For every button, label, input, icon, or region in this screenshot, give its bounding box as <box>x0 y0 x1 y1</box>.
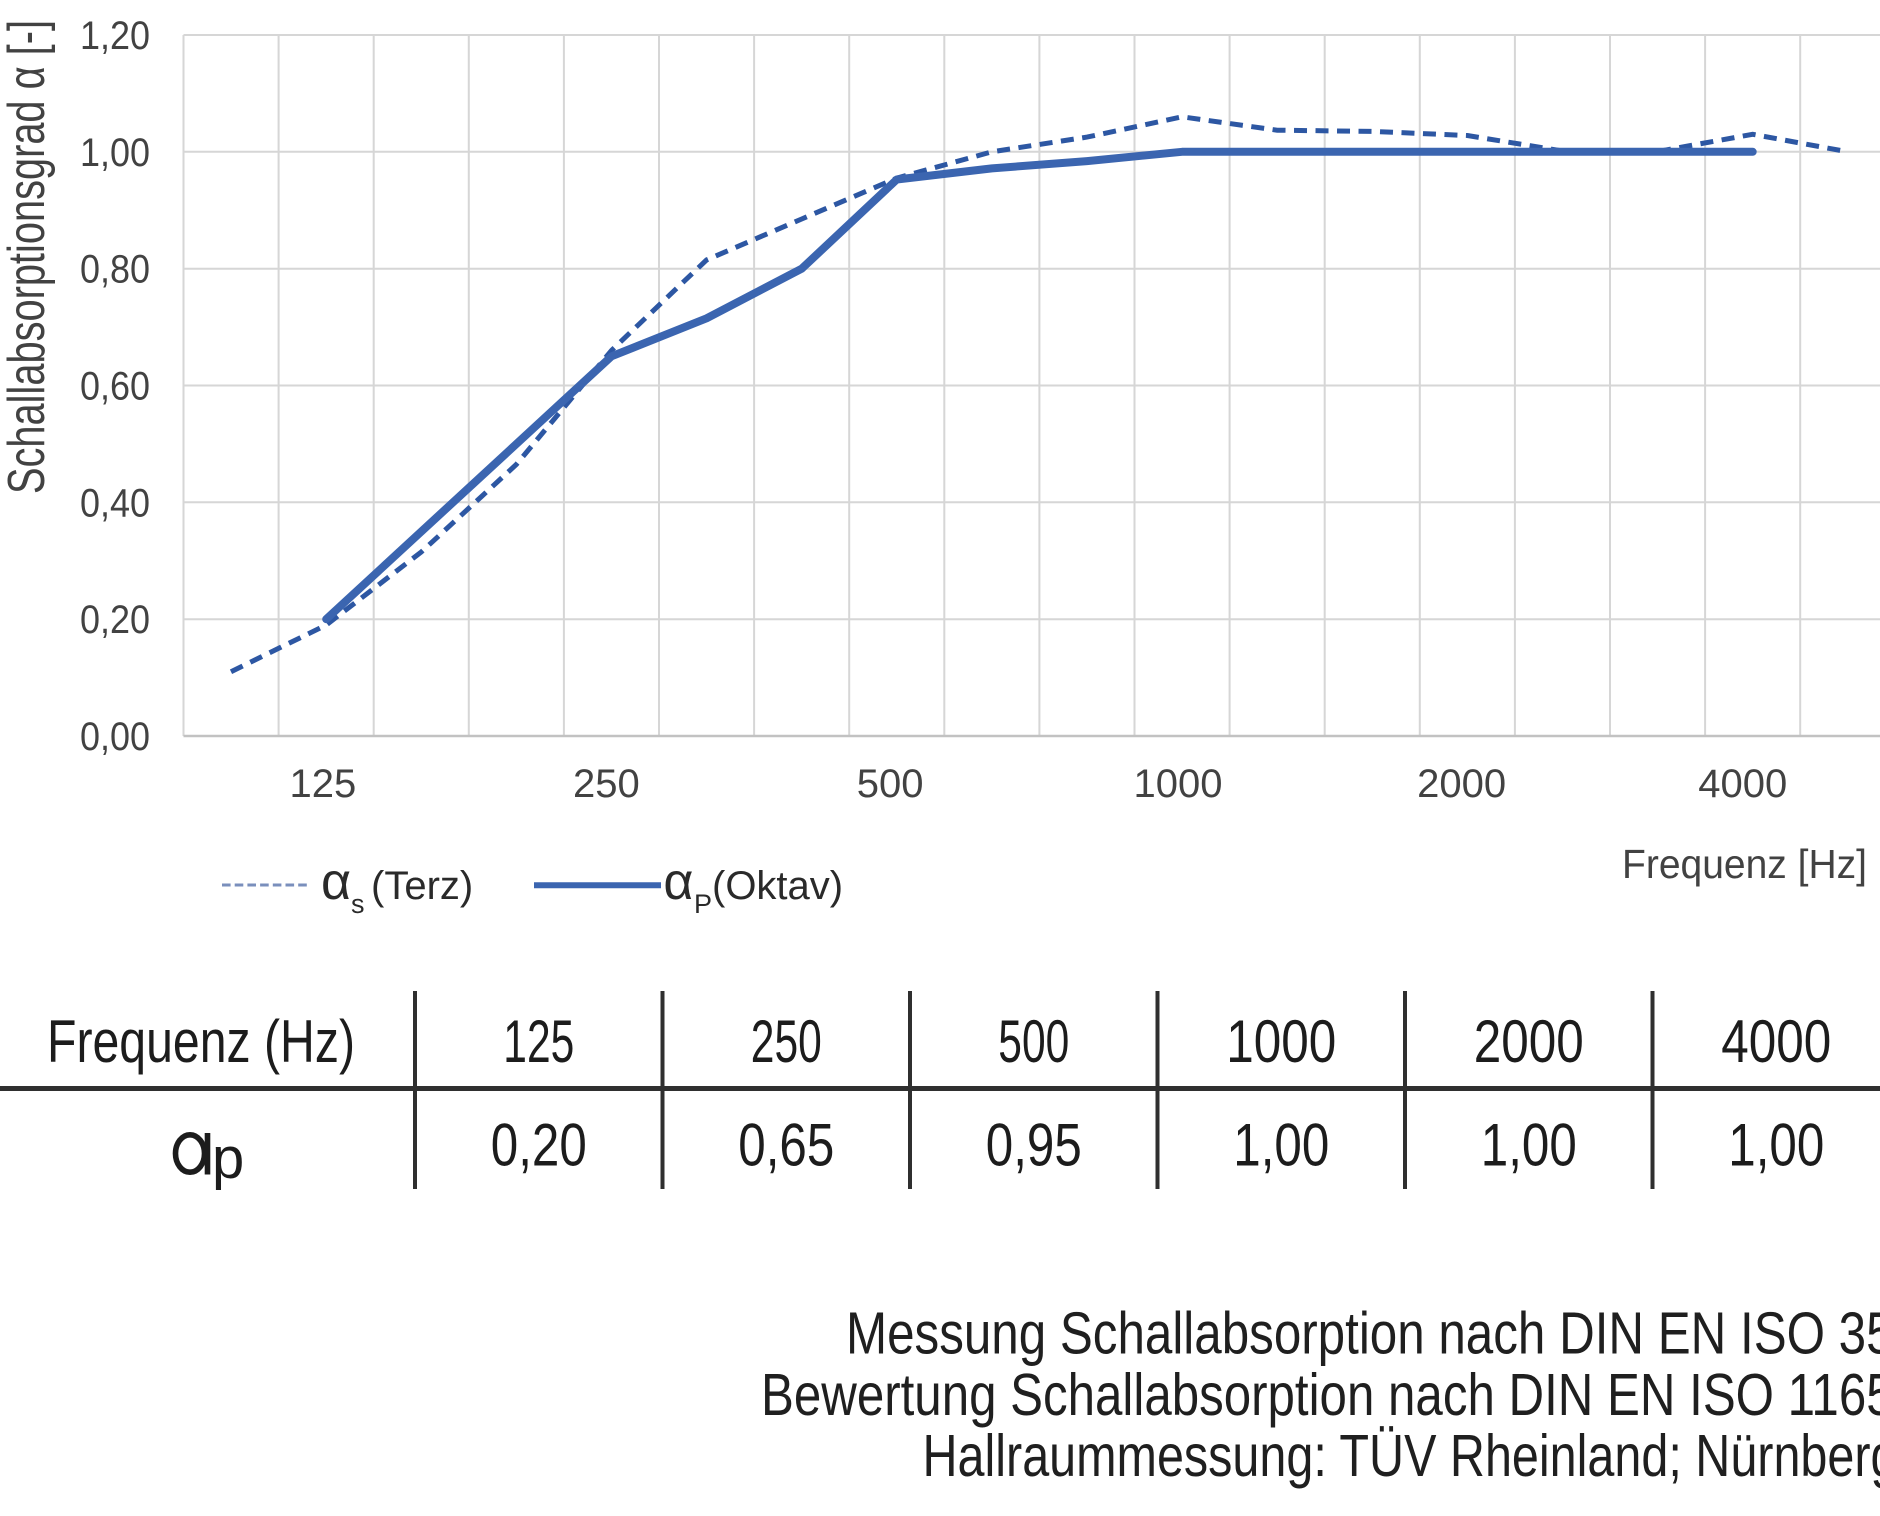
svg-text:α: α <box>663 853 693 911</box>
svg-text:125: 125 <box>503 1008 574 1075</box>
svg-text:4000: 4000 <box>1721 1008 1831 1075</box>
svg-text:Bewertung Schallabsorption nac: Bewertung Schallabsorption nach DIN EN I… <box>761 1362 1880 1428</box>
svg-text:1,00: 1,00 <box>1728 1112 1824 1179</box>
svg-text:P: P <box>694 889 712 919</box>
svg-text:p: p <box>212 1126 244 1191</box>
svg-text:2000: 2000 <box>1417 762 1506 806</box>
svg-text:4000: 4000 <box>1698 762 1787 806</box>
svg-text:0,20: 0,20 <box>491 1112 587 1179</box>
svg-text:s: s <box>351 889 365 919</box>
svg-text:0,95: 0,95 <box>986 1112 1082 1179</box>
svg-text:1000: 1000 <box>1134 762 1223 806</box>
svg-text:1,00: 1,00 <box>1481 1112 1577 1179</box>
svg-text:1,00: 1,00 <box>80 131 150 175</box>
svg-text:0,00: 0,00 <box>80 715 150 759</box>
svg-text:Hallraummessung: TÜV Rheinland: Hallraummessung: TÜV Rheinland; Nürnberg <box>923 1423 1880 1489</box>
svg-text:Schallabsorptionsgrad α [-]: Schallabsorptionsgrad α [-] <box>0 20 56 494</box>
svg-text:Messung Schallabsorption nach: Messung Schallabsorption nach DIN EN ISO… <box>846 1301 1880 1367</box>
svg-text:2000: 2000 <box>1474 1008 1584 1075</box>
svg-text:500: 500 <box>857 762 924 806</box>
svg-text:1000: 1000 <box>1226 1008 1336 1075</box>
svg-text:0,60: 0,60 <box>80 365 150 409</box>
svg-text:0,40: 0,40 <box>80 481 150 525</box>
svg-text:1,20: 1,20 <box>80 14 150 58</box>
svg-text:0,20: 0,20 <box>80 598 150 642</box>
svg-text:0,80: 0,80 <box>80 248 150 292</box>
svg-text:α: α <box>321 853 351 911</box>
svg-text:Frequenz [Hz]: Frequenz [Hz] <box>1622 841 1867 887</box>
svg-text:250: 250 <box>751 1008 822 1075</box>
svg-text:0,65: 0,65 <box>738 1112 834 1179</box>
svg-text:500: 500 <box>998 1008 1069 1075</box>
svg-text:Frequenz (Hz): Frequenz (Hz) <box>47 1008 355 1075</box>
svg-text:1,00: 1,00 <box>1233 1112 1329 1179</box>
svg-text:(Terz): (Terz) <box>371 864 473 908</box>
svg-text:250: 250 <box>573 762 640 806</box>
svg-text:125: 125 <box>290 762 357 806</box>
svg-text:(Oktav): (Oktav) <box>712 864 843 908</box>
